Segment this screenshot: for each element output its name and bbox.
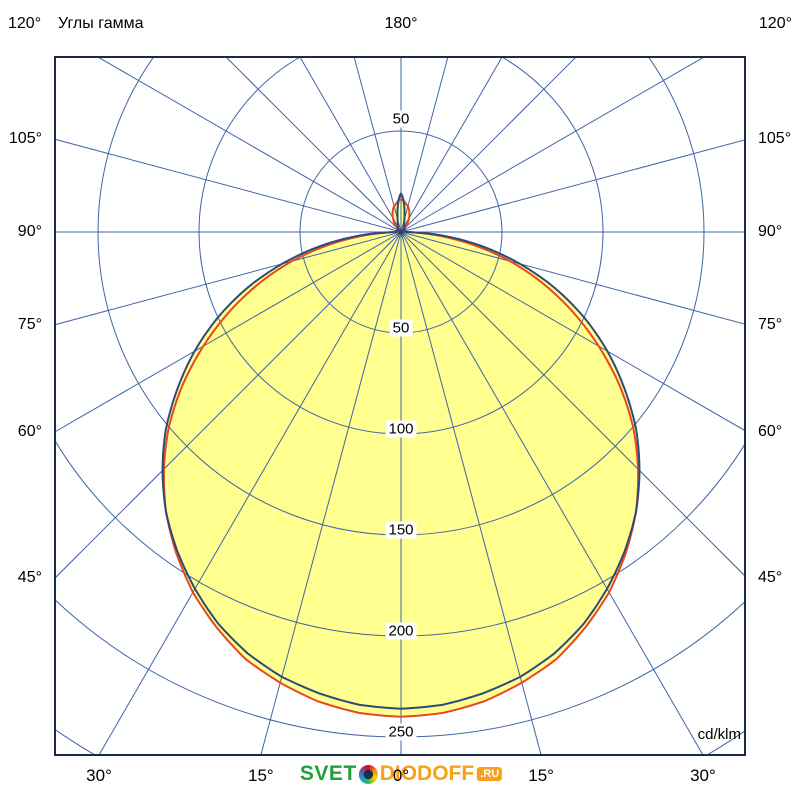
gamma-180-top-label: 180°: [384, 15, 418, 32]
gamma-left-label-105: 105°: [8, 130, 42, 148]
watermark-ru-text: .RU: [477, 767, 503, 781]
radius-tick-upper-50: 50: [389, 110, 413, 128]
chart-title: Углы гамма: [58, 15, 144, 32]
gamma-left-label-45: 45°: [17, 569, 42, 586]
radius-tick-100: 100: [385, 420, 417, 438]
gamma-right-label-75: 75°: [758, 315, 783, 333]
gamma-left-label-75: 75°: [17, 315, 42, 333]
watermark-logo-icon: [358, 764, 378, 784]
gamma-right-label-45: 45°: [758, 569, 783, 586]
watermark: SVET DIODOFF .RU: [299, 762, 503, 786]
gamma-bottom-label-15: 15°: [528, 766, 554, 785]
gamma-left-label-90: 90°: [17, 223, 42, 240]
gamma-bottom-label--30: 30°: [86, 766, 112, 785]
gamma-right-label-105: 105°: [758, 130, 792, 148]
gamma-bottom-label--15: 15°: [248, 766, 274, 785]
gamma-120-top-left-label: 120°: [8, 15, 42, 32]
watermark-diodoff-text: DIODOFF: [379, 762, 475, 785]
gamma-bottom-label-0: 0°: [392, 766, 410, 785]
gamma-bottom-label-30: 30°: [690, 766, 716, 785]
gamma-120-top-right-label: 120°: [758, 15, 792, 32]
gamma-right-label-90: 90°: [758, 223, 783, 240]
gamma-right-label-60: 60°: [758, 422, 783, 440]
radius-tick-250: 250: [385, 723, 417, 741]
gamma-left-label-60: 60°: [17, 422, 42, 440]
unit-label: cd/klm: [697, 726, 741, 743]
watermark-svet-text: SVET: [299, 762, 357, 785]
radius-tick-200: 200: [385, 622, 417, 640]
radius-tick-50: 50: [389, 319, 413, 337]
radius-tick-150: 150: [385, 521, 417, 539]
